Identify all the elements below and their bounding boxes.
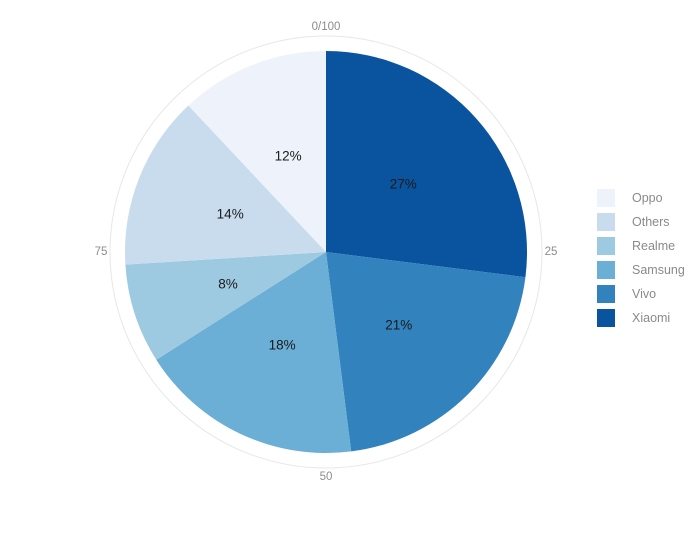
legend-swatch-others — [597, 213, 615, 231]
axis-tick-75: 75 — [95, 246, 108, 258]
legend: Oppo Others Realme Samsung Vivo Xiaomi — [597, 189, 685, 327]
legend-item-realme: Realme — [597, 237, 685, 255]
pie-slice-samsung — [156, 252, 352, 454]
axis-tick-0-100: 0/100 — [312, 21, 341, 33]
legend-item-samsung: Samsung — [597, 261, 685, 279]
legend-item-xiaomi: Xiaomi — [597, 309, 685, 327]
legend-label-oppo: Oppo — [632, 191, 663, 205]
pie-slice-xiaomi — [326, 51, 528, 278]
axis-tick-50: 50 — [320, 471, 333, 483]
pie-slice-oppo — [188, 51, 326, 252]
legend-swatch-vivo — [597, 285, 615, 303]
polar-axis-ring — [109, 35, 543, 469]
axis-tick-25: 25 — [545, 246, 558, 258]
legend-label-samsung: Samsung — [632, 263, 685, 277]
legend-label-xiaomi: Xiaomi — [632, 311, 671, 325]
slice-label-oppo: 12% — [275, 149, 302, 164]
slice-label-samsung: 18% — [269, 338, 296, 353]
legend-label-vivo: Vivo — [632, 287, 657, 301]
legend-swatch-xiaomi — [597, 309, 615, 327]
legend-swatch-realme — [597, 237, 615, 255]
pie-slice-vivo — [326, 252, 526, 452]
slice-label-xiaomi: 27% — [390, 176, 417, 191]
legend-swatch-samsung — [597, 261, 615, 279]
legend-item-oppo: Oppo — [597, 189, 685, 207]
slice-label-others: 14% — [217, 207, 244, 222]
legend-item-others: Others — [597, 213, 685, 231]
slice-label-realme: 8% — [218, 276, 238, 291]
legend-item-vivo: Vivo — [597, 285, 685, 303]
slice-label-vivo: 21% — [385, 317, 412, 332]
legend-swatch-oppo — [597, 189, 615, 207]
legend-label-others: Others — [632, 215, 670, 229]
pie-slice-others — [125, 105, 326, 265]
pie-slice-realme — [125, 252, 327, 360]
legend-label-realme: Realme — [632, 239, 676, 253]
